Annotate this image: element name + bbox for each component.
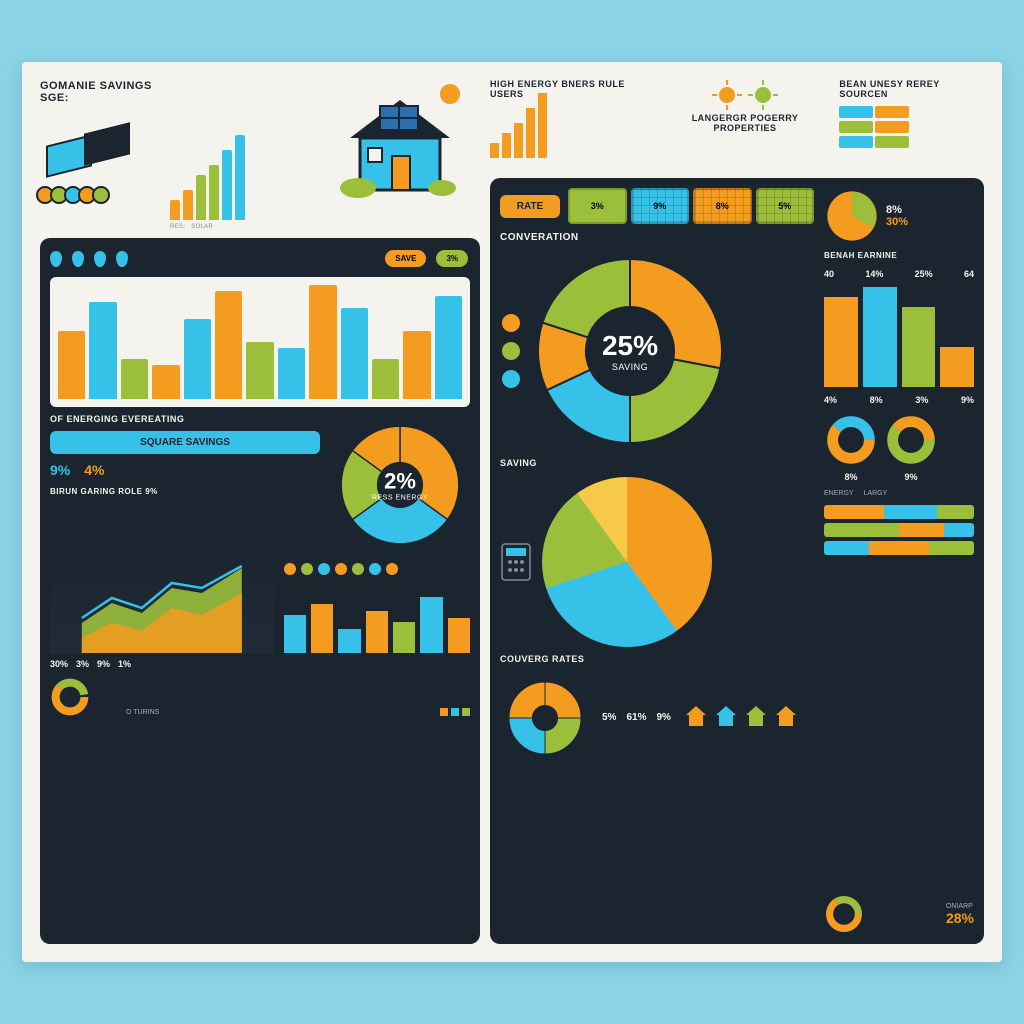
- hero-section: GOMANIE SAVINGS SGE: RES: SOLAR: [40, 80, 480, 230]
- area-stats: 30%3%9%1%: [50, 659, 274, 669]
- right-column: HIGH ENERGY BNERS RULE USERS LANGERGR PO…: [490, 80, 984, 944]
- hero-minibars: [170, 160, 330, 220]
- bottom-stats: 5%61%9%: [602, 712, 671, 723]
- right-dark-panel: RATE 3%9%8%5% CONVERATION 25%SAVING: [490, 178, 984, 944]
- rate-pill: RATE: [500, 195, 560, 218]
- mini-column-chart: [284, 583, 470, 653]
- saving-title: SAVING: [500, 459, 814, 469]
- calculator-icon: [500, 542, 532, 582]
- header-hbars: [839, 106, 984, 148]
- hero-title: GOMANIE SAVINGS SGE:: [40, 80, 170, 104]
- donut-2pct: 2%RESS ENERGY: [330, 415, 470, 555]
- droplet-row: [50, 251, 128, 267]
- right-sidebar: 8% 30% BENAH EARNINE 4014%25%64 4%8%3%9%…: [824, 188, 974, 934]
- hdr-title-1: HIGH ENERGY BNERS RULE USERS: [490, 80, 651, 100]
- header-trend-chart: [490, 108, 651, 158]
- house-illustration: [330, 80, 470, 200]
- main-bar-chart: [50, 277, 470, 407]
- savings-pill: SQUARE SAVINGS: [50, 431, 320, 454]
- corner-donut-icon: [50, 677, 120, 747]
- left-dark-panel: SAVE3% OF ENERGING EVEREATING SQUARE SAV…: [40, 238, 480, 944]
- left-column: GOMANIE SAVINGS SGE: RES: SOLAR: [40, 80, 480, 944]
- swatch-grid: 3%9%8%5%: [568, 188, 814, 224]
- pie-chart: [542, 477, 712, 647]
- hdr-title-2: LANGERGR POGERRY PROPERTIES: [665, 114, 826, 134]
- house-row: [683, 703, 799, 732]
- sun-icon: [712, 80, 742, 110]
- conversion-title: CONVERATION: [500, 232, 814, 243]
- big-donut-25: 25%SAVING: [530, 251, 730, 451]
- badge-row: SAVE3%: [383, 248, 470, 269]
- rates-title: COUVERG RATES: [500, 655, 814, 665]
- segmented-bars: [824, 505, 974, 559]
- sidebar-bars: [824, 287, 974, 387]
- quad-donut: [500, 673, 590, 763]
- mini-pie: [824, 188, 880, 244]
- infographic-canvas: GOMANIE SAVINGS SGE: RES: SOLAR: [22, 62, 1002, 962]
- hdr-title-3: BEAN UNESY REREY SOURCEN: [839, 80, 984, 100]
- lower-title: BIRUN GARING ROLE 9%: [50, 488, 320, 497]
- star-donut-icon: [824, 894, 864, 934]
- coin-row: [40, 186, 170, 204]
- mid-title: OF ENERGING EVEREATING: [50, 415, 320, 425]
- dot-legend: [284, 563, 470, 575]
- area-chart: [50, 563, 274, 653]
- sun-icon: [748, 80, 778, 110]
